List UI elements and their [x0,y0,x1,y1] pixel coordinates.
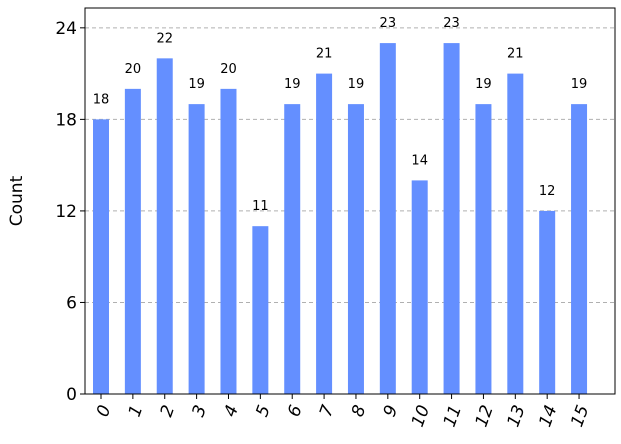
x-tick-label: 1 [125,403,147,420]
bar [411,180,428,394]
bar [475,104,492,394]
value-label: 19 [571,77,588,92]
bar [571,104,588,394]
x-tick-label: 13 [504,403,530,430]
value-label: 19 [475,77,492,92]
value-label: 21 [507,47,524,62]
x-tick-label: 2 [157,403,179,420]
x-tick-label: 5 [252,403,274,420]
y-tick-label: 12 [55,202,77,222]
value-label: 20 [125,62,142,77]
value-label: 14 [411,153,428,168]
y-axis-label: Count [7,175,27,226]
bar [93,119,109,395]
x-tick-label: 7 [316,402,339,419]
x-tick-label: 6 [284,402,307,419]
bar [539,210,556,394]
value-label: 23 [380,16,397,31]
bar [156,58,173,394]
bar [188,104,205,394]
x-tick-label: 14 [535,403,561,430]
x-tick-label: 9 [380,403,402,420]
plot-frame [84,7,616,395]
value-label: 21 [316,47,333,62]
x-tick-label: 8 [348,402,371,419]
value-label: 19 [188,77,205,92]
bar [220,88,237,394]
y-tick-label: 18 [55,110,77,130]
value-label: 11 [252,199,269,214]
value-label: 12 [539,184,556,199]
bar [379,43,396,394]
x-tick-label: 15 [567,403,593,430]
bar [347,104,364,394]
y-tick-label: 6 [66,293,77,313]
value-label: 19 [348,77,365,92]
x-tick-label: 3 [189,403,211,420]
value-label: 22 [156,31,173,46]
value-label: 19 [284,77,301,92]
y-tick-label: 24 [55,19,77,39]
x-tick-label: 11 [440,403,466,430]
x-tick-label: 4 [220,403,242,420]
value-label: 23 [443,16,460,31]
bar [443,43,460,394]
x-tick-label: 10 [408,403,434,430]
x-tick-label: 0 [93,403,115,420]
bar [124,88,141,394]
bar [316,73,333,395]
bar [507,73,524,395]
bar [284,104,301,394]
x-tick-label: 12 [472,403,498,430]
bar [252,226,269,394]
y-tick-label: 0 [66,385,77,405]
value-label: 18 [93,92,110,107]
value-label: 20 [220,62,237,77]
